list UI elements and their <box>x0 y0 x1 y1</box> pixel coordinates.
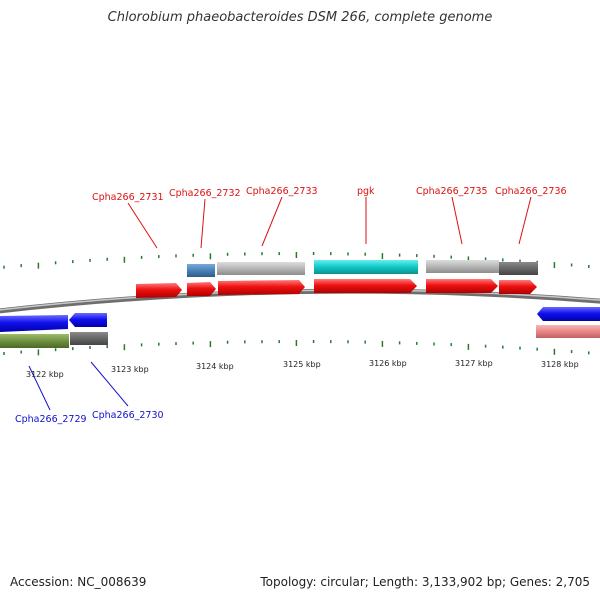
cds-arrow-forward[interactable] <box>426 279 498 293</box>
gene-label-cpha266-2736[interactable]: Cpha266_2736 <box>495 186 567 197</box>
cds-arrow-forward[interactable] <box>187 282 216 296</box>
gene-label-pgk[interactable]: pgk <box>357 186 375 197</box>
genome-summary-text: Topology: circular; Length: 3,133,902 bp… <box>260 575 590 589</box>
gene-label-cpha266-2729[interactable]: Cpha266_2729 <box>15 414 87 425</box>
scale-label-3124: 3124 kbp <box>196 362 234 371</box>
gene-label-cpha266-2731[interactable]: Cpha266_2731 <box>92 192 164 203</box>
feature-box-steelblue[interactable] <box>187 264 215 277</box>
scale-label-3126: 3126 kbp <box>369 359 407 368</box>
leader-lines-reverse <box>28 361 129 411</box>
gene-label-cpha266-2732[interactable]: Cpha266_2732 <box>169 188 241 199</box>
feature-box-green[interactable] <box>0 334 69 348</box>
scale-label-3125: 3125 kbp <box>283 360 321 369</box>
cds-arrow-reverse[interactable] <box>537 307 600 321</box>
scale-label-3127: 3127 kbp <box>455 359 493 368</box>
gene-label-cpha266-2733[interactable]: Cpha266_2733 <box>246 186 318 197</box>
cds-arrow-forward[interactable] <box>314 279 417 293</box>
scale-ticks-bottom <box>3 340 590 356</box>
cds-arrow-reverse[interactable] <box>0 315 68 332</box>
leader-lines-forward <box>127 196 532 249</box>
feature-box-cyan[interactable] <box>314 260 418 274</box>
feature-box-pink[interactable] <box>536 325 600 338</box>
scale-label-3122: 3122 kbp <box>26 370 64 379</box>
feature-box-gray[interactable] <box>426 260 499 273</box>
gene-label-cpha266-2735[interactable]: Cpha266_2735 <box>416 186 488 197</box>
cds-arrow-forward[interactable] <box>136 283 182 298</box>
accession-text: Accession: NC_008639 <box>10 575 147 589</box>
feature-box-gray[interactable] <box>217 262 305 275</box>
cds-arrow-forward[interactable] <box>499 280 537 294</box>
gene-label-cpha266-2730[interactable]: Cpha266_2730 <box>92 410 164 421</box>
map-title: Chlorobium phaeobacteroides DSM 266, com… <box>107 10 493 25</box>
feature-box-darkgray[interactable] <box>499 262 538 275</box>
cds-arrow-forward[interactable] <box>218 280 305 295</box>
scale-label-3128: 3128 kbp <box>541 360 579 369</box>
cds-arrow-reverse[interactable] <box>69 313 107 327</box>
scale-label-3123: 3123 kbp <box>111 365 149 374</box>
feature-box-gray[interactable] <box>70 332 108 345</box>
scale-ticks-top <box>3 252 590 269</box>
